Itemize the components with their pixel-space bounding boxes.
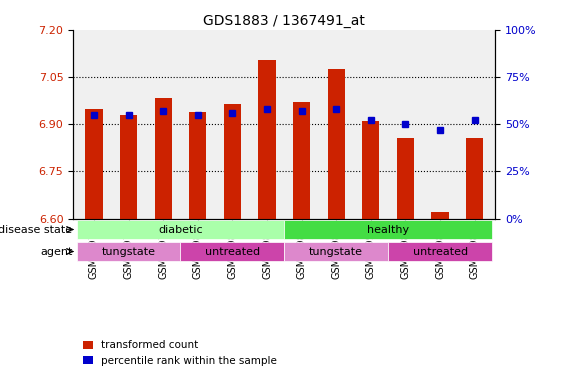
FancyBboxPatch shape [388,242,492,261]
FancyBboxPatch shape [181,242,284,261]
Bar [154,98,172,219]
FancyBboxPatch shape [284,242,388,261]
Legend: transformed count, percentile rank within the sample: transformed count, percentile rank withi… [78,336,282,370]
Bar [397,138,414,219]
Bar [466,138,483,219]
FancyBboxPatch shape [284,220,492,239]
Text: disease state: disease state [0,225,73,234]
Text: tungstate: tungstate [309,246,363,256]
Text: healthy: healthy [367,225,409,234]
Bar [431,212,449,219]
Bar [86,108,102,219]
Title: GDS1883 / 1367491_at: GDS1883 / 1367491_at [203,13,365,28]
Text: agent: agent [40,246,73,256]
FancyBboxPatch shape [77,242,181,261]
Text: tungstate: tungstate [101,246,155,256]
Text: untreated: untreated [205,246,260,256]
Bar [224,104,241,219]
FancyBboxPatch shape [77,220,284,239]
Bar [328,69,345,219]
Bar [362,121,379,219]
Bar [189,112,207,219]
Bar [120,115,137,219]
Text: diabetic: diabetic [158,225,203,234]
Bar [293,102,310,219]
Text: untreated: untreated [413,246,468,256]
Bar [258,60,276,219]
